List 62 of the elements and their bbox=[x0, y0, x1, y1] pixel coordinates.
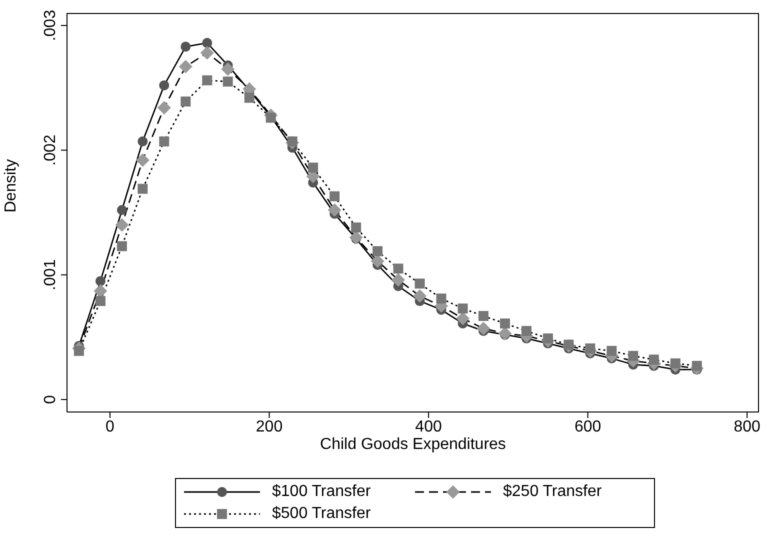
point bbox=[74, 346, 84, 356]
point bbox=[456, 312, 470, 326]
point bbox=[564, 340, 574, 350]
legend-label: $500 Transfer bbox=[272, 505, 371, 523]
point bbox=[222, 76, 233, 87]
point bbox=[478, 310, 488, 321]
point bbox=[328, 203, 342, 217]
point bbox=[308, 162, 318, 173]
point bbox=[349, 230, 363, 244]
point bbox=[136, 153, 150, 167]
point bbox=[521, 326, 532, 336]
point bbox=[95, 296, 106, 306]
point bbox=[542, 333, 553, 344]
point bbox=[159, 80, 170, 90]
point bbox=[116, 205, 127, 216]
x-tick-label: 600 bbox=[574, 418, 602, 436]
x-tick-label: 200 bbox=[256, 418, 283, 436]
point bbox=[138, 136, 148, 146]
point bbox=[585, 343, 596, 354]
point bbox=[393, 264, 404, 274]
point bbox=[476, 322, 490, 336]
y-tick-label: .002 bbox=[42, 134, 59, 166]
point bbox=[244, 92, 254, 103]
point bbox=[159, 136, 170, 146]
point bbox=[221, 62, 235, 76]
point bbox=[458, 304, 468, 314]
point bbox=[200, 46, 214, 60]
point bbox=[414, 278, 425, 289]
point bbox=[202, 75, 212, 86]
point bbox=[370, 254, 384, 268]
x-tick-label: 400 bbox=[415, 418, 442, 436]
y-tick-label: 0 bbox=[42, 394, 59, 404]
point bbox=[95, 276, 106, 286]
point bbox=[178, 60, 192, 74]
point bbox=[180, 96, 191, 107]
point bbox=[180, 42, 191, 52]
x-axis-title: Child Goods Expenditures bbox=[319, 436, 507, 454]
point bbox=[670, 358, 680, 368]
point bbox=[500, 318, 510, 328]
y-tick-label: .001 bbox=[42, 259, 59, 290]
point bbox=[648, 354, 659, 365]
y-tick-label: .003 bbox=[42, 10, 59, 42]
x-tick-label: 0 bbox=[106, 418, 115, 436]
point bbox=[372, 246, 383, 256]
point bbox=[116, 241, 127, 252]
legend-label: $100 Transfer bbox=[272, 483, 371, 501]
point bbox=[628, 350, 638, 361]
point bbox=[351, 222, 362, 232]
point bbox=[436, 294, 446, 304]
point bbox=[392, 273, 406, 287]
point bbox=[94, 284, 108, 298]
point bbox=[498, 326, 512, 340]
x-tick-label: 800 bbox=[734, 418, 760, 436]
legend-label: $250 Transfer bbox=[503, 483, 602, 501]
point bbox=[202, 38, 212, 48]
point bbox=[330, 191, 340, 202]
y-axis-title: Density bbox=[2, 159, 20, 212]
point bbox=[138, 184, 148, 194]
point bbox=[606, 346, 617, 356]
point bbox=[157, 101, 171, 115]
point bbox=[413, 289, 427, 303]
point bbox=[115, 218, 129, 232]
